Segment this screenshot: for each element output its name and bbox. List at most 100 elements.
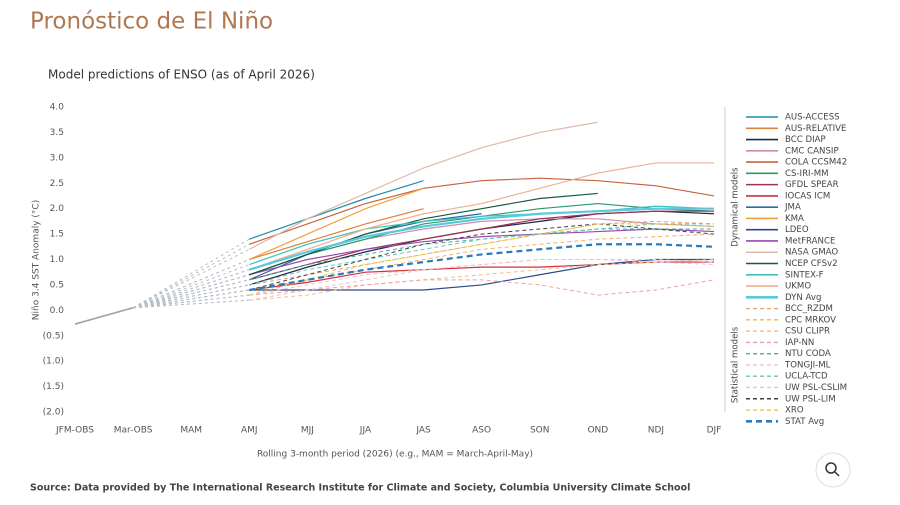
connector xyxy=(132,279,250,309)
series-line xyxy=(249,187,424,261)
y-tick-label: 2.5 xyxy=(50,179,64,189)
series-line xyxy=(249,208,424,261)
zoom-icon[interactable] xyxy=(834,471,840,477)
series-line xyxy=(249,223,714,286)
series-line xyxy=(249,177,715,245)
y-tick-label: 0.0 xyxy=(50,306,65,316)
legend-label: UW PSL-CSLIM xyxy=(785,383,847,393)
legend-label: DYN Avg xyxy=(785,293,821,303)
legend-group: Dynamical models xyxy=(731,167,741,247)
x-tick-label: JFM-OBS xyxy=(55,426,94,436)
y-tick-label: (1.5) xyxy=(43,382,64,392)
legend-label: KMA xyxy=(785,214,804,224)
y-tick-label: 2.0 xyxy=(50,204,65,214)
legend-label: IOCAS ICM xyxy=(785,191,830,201)
series-line xyxy=(249,192,598,276)
zoom-button[interactable] xyxy=(815,452,851,488)
connector xyxy=(133,294,250,309)
series-line xyxy=(249,205,715,266)
series-line xyxy=(74,307,134,325)
connector xyxy=(132,248,250,309)
series-line xyxy=(249,259,715,296)
x-tick-label: NDJ xyxy=(648,426,664,436)
legend-label: GFDL SPEAR xyxy=(785,180,839,190)
legend-label: CPC MRKOV xyxy=(785,315,836,325)
legend-label: NCEP CFSv2 xyxy=(785,259,838,269)
connector xyxy=(132,264,250,309)
legend-label: BCC_RZDM xyxy=(785,304,833,314)
x-tick-label: MAM xyxy=(180,426,202,436)
series-line xyxy=(249,243,715,292)
series-line xyxy=(249,180,424,240)
y-tick-label: (2.0) xyxy=(43,408,64,418)
series-line xyxy=(249,259,715,301)
connector xyxy=(132,243,250,309)
x-tick-label: ASO xyxy=(472,426,491,436)
x-tick-label: Mar-OBS xyxy=(114,426,153,436)
series-line xyxy=(249,220,715,286)
y-tick-label: 0.5 xyxy=(50,280,64,290)
legend-label: NASA GMAO xyxy=(785,248,838,258)
connector xyxy=(132,238,250,309)
connector xyxy=(132,269,250,309)
y-tick-label: 4.0 xyxy=(50,103,65,113)
legend-label: CSU CLIPR xyxy=(785,327,830,337)
x-tick-label: SON xyxy=(530,426,550,436)
connector xyxy=(132,284,250,309)
y-tick-label: (0.5) xyxy=(43,331,64,341)
x-tick-label: MJJ xyxy=(301,426,314,436)
x-tick-label: AMJ xyxy=(241,426,258,436)
series-line xyxy=(249,223,715,296)
legend-label: IAP-NN xyxy=(785,338,814,348)
zoom-icon[interactable] xyxy=(825,462,837,474)
series-line xyxy=(249,223,715,291)
y-tick-label: 1.5 xyxy=(50,230,64,240)
legend-label: UW PSL-LIM xyxy=(785,394,836,404)
source: Source: Data provided by The Internation… xyxy=(30,483,690,494)
y-tick-label: 1.0 xyxy=(50,255,65,265)
legend-label: CMC CANSIP xyxy=(785,146,839,156)
series-line xyxy=(249,218,715,276)
x-tick-label: DJF xyxy=(707,426,722,436)
connector xyxy=(133,299,250,309)
y-tick-label: 3.5 xyxy=(50,128,64,138)
legend-label: UCLA-TCD xyxy=(785,372,828,382)
x-tick-label: JAS xyxy=(415,426,431,436)
legend-label: XRO xyxy=(785,406,804,416)
series-line xyxy=(249,259,715,301)
series-line xyxy=(249,228,715,276)
connector xyxy=(132,274,250,309)
legend-label: MetFRANCE xyxy=(785,236,835,246)
series-line xyxy=(249,162,714,271)
legend-label: SINTEX-F xyxy=(785,270,824,280)
series-line xyxy=(249,279,715,296)
legend-label: STAT Avg xyxy=(785,417,824,427)
connector xyxy=(132,259,250,309)
legend-group: Statistical models xyxy=(731,326,741,403)
legend-label: AUS-ACCESS xyxy=(785,113,840,123)
x-tick-label: OND xyxy=(587,426,608,436)
x-axis-label: Rolling 3-month period (2026) (e.g., MAM… xyxy=(257,450,533,460)
legend-label: AUS-RELATIVE xyxy=(785,124,846,134)
series-line xyxy=(248,121,598,250)
legend-label: JMA xyxy=(784,203,801,213)
page-title: Pronóstico de El Niño xyxy=(30,9,273,35)
series-line xyxy=(248,207,714,271)
series-line xyxy=(249,258,714,291)
y-tick-label: (1.0) xyxy=(43,357,64,367)
zoom-circle[interactable] xyxy=(815,452,851,488)
series-line xyxy=(249,233,715,291)
x-tick-label: JJA xyxy=(359,426,372,436)
legend-label: BCC DIAP xyxy=(785,135,826,145)
series-line xyxy=(249,261,714,291)
legend-label: NTU CODA xyxy=(785,349,831,359)
legend-label: CS-IRI-MM xyxy=(785,169,829,179)
series-line xyxy=(249,210,714,281)
legend-label: TONGJI-ML xyxy=(784,360,831,370)
series-line xyxy=(249,228,714,281)
legend-label: LDEO xyxy=(785,225,809,235)
y-axis-label: Niño 3.4 SST Anomaly (°C) xyxy=(32,200,42,320)
legend-label: UKMO xyxy=(785,282,811,292)
connector xyxy=(133,289,250,309)
